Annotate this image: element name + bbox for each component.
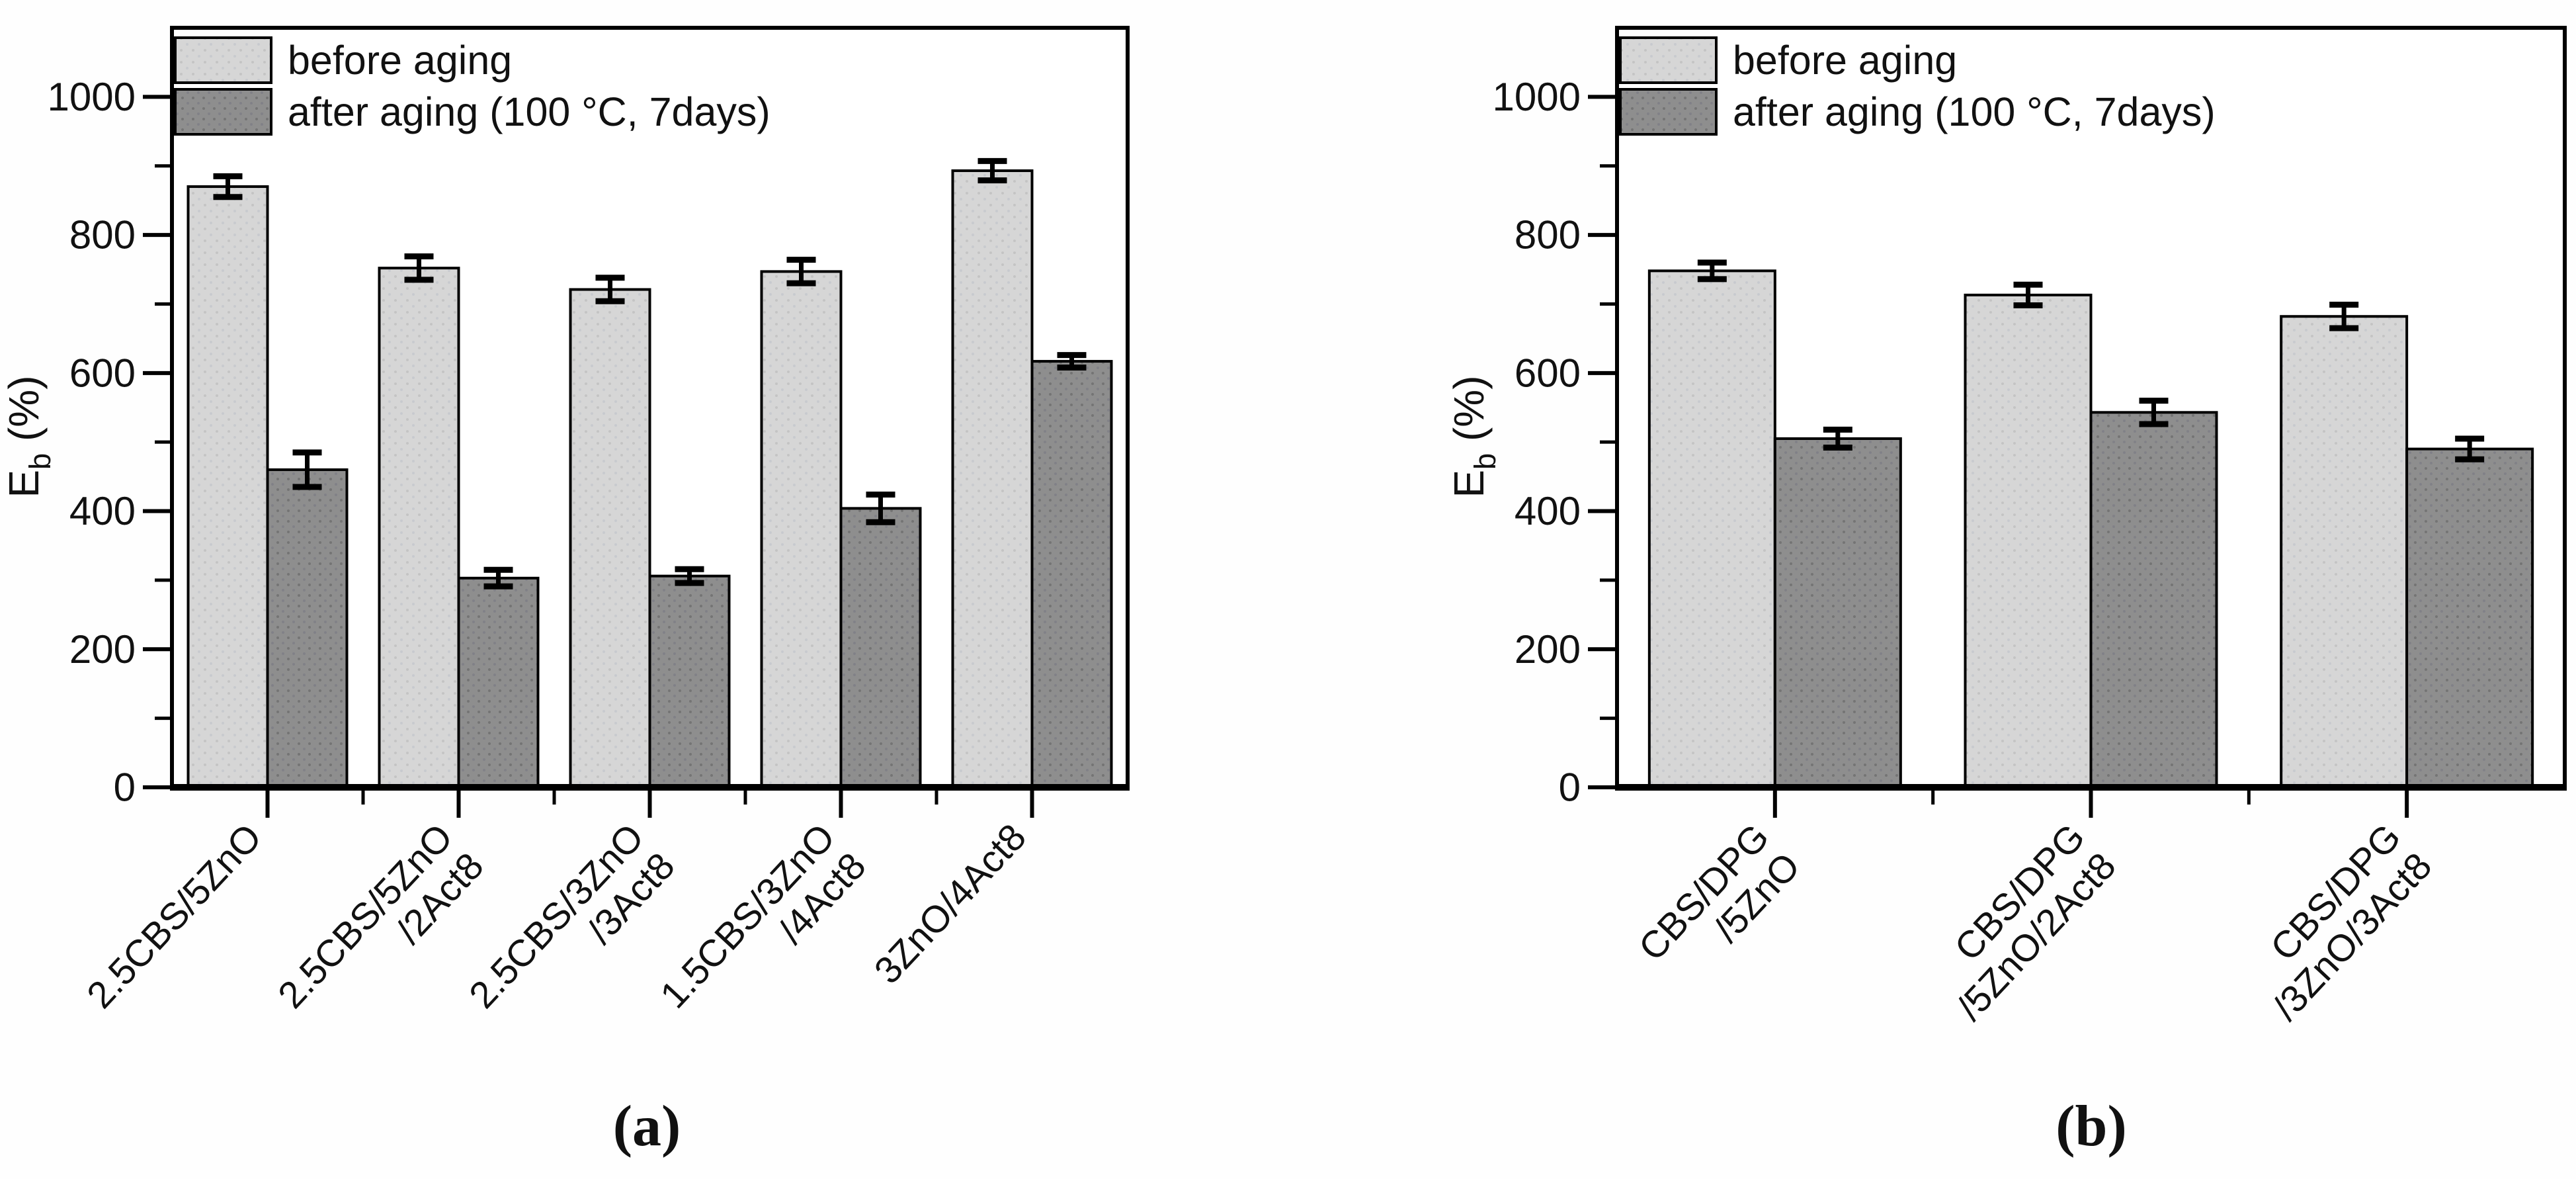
legend-label-after-a: after aging (100 °C, 7days) (288, 89, 770, 134)
x-category-label-b1: CBS/DPG/5ZnO (1631, 816, 1809, 998)
bar-texture-before-a2 (378, 267, 460, 789)
x-category-label-a3: 2.5CBS/3ZnO/3Act8 (461, 816, 683, 1045)
y-tick-label-a-400: 400 (69, 489, 136, 533)
bar-texture-after-a3 (648, 574, 731, 789)
x-category-label-b2: CBS/DPG/5ZnO/2Act8 (1918, 816, 2124, 1028)
bar-texture-before-a4 (760, 270, 843, 789)
x-category-label-a4: 1.5CBS/3ZnO/4Act8 (652, 816, 874, 1045)
bar-texture-after-b2 (2089, 411, 2218, 789)
x-category-label-a1: 2.5CBS/5ZnO (79, 816, 270, 1016)
bar-texture-before-a5 (951, 169, 1034, 789)
y-tick-label-b-0: 0 (1559, 765, 1581, 810)
bar-texture-before-a1 (187, 185, 269, 789)
bar-texture-after-a2 (457, 576, 540, 789)
y-tick-label-a-0: 0 (114, 765, 136, 810)
bar-texture-before-a3 (569, 288, 651, 789)
legend-swatch-border-before-a (174, 36, 272, 84)
y-tick-label-b-600: 600 (1515, 351, 1581, 395)
legend-label-before-b: before aging (1733, 38, 1957, 83)
legend-swatch-border-after-a (174, 88, 272, 136)
bar-texture-before-b3 (2280, 315, 2409, 789)
legend-swatch-border-before-b (1619, 36, 1718, 84)
y-tick-label-a-1000: 1000 (48, 75, 136, 119)
y-tick-label-b-800: 800 (1515, 213, 1581, 257)
y-tick-label-a-800: 800 (69, 213, 136, 257)
legend-label-after-b: after aging (100 °C, 7days) (1733, 89, 2216, 134)
x-category-label-b3: CBS/DPG/3ZnO/3Act8 (2234, 816, 2440, 1028)
caption-a: (a) (612, 1094, 681, 1158)
y-axis-title-b: Eb (%) (1445, 375, 1502, 498)
bar-texture-after-a4 (839, 507, 922, 789)
caption-b: (b) (2056, 1094, 2127, 1158)
bar-texture-before-b2 (1964, 293, 2093, 789)
y-tick-label-a-600: 600 (69, 351, 136, 395)
y-tick-label-b-400: 400 (1515, 489, 1581, 533)
y-tick-label-b-200: 200 (1515, 627, 1581, 672)
bar-texture-after-b3 (2405, 447, 2534, 789)
bar-texture-after-a5 (1030, 360, 1113, 789)
x-category-label-a5: 3ZnO/4Act8 (866, 816, 1034, 992)
x-category-label-a2: 2.5CBS/5ZnO/2Act8 (270, 816, 492, 1045)
legend-swatch-border-after-b (1619, 88, 1718, 136)
bar-texture-before-b1 (1647, 269, 1776, 789)
y-tick-label-a-200: 200 (69, 627, 136, 672)
y-tick-label-b-1000: 1000 (1493, 75, 1581, 119)
y-axis-title-a: Eb (%) (0, 375, 57, 498)
legend-label-before-a: before aging (288, 38, 512, 83)
bar-texture-after-a1 (266, 468, 349, 789)
bar-texture-after-b1 (1773, 437, 1902, 789)
